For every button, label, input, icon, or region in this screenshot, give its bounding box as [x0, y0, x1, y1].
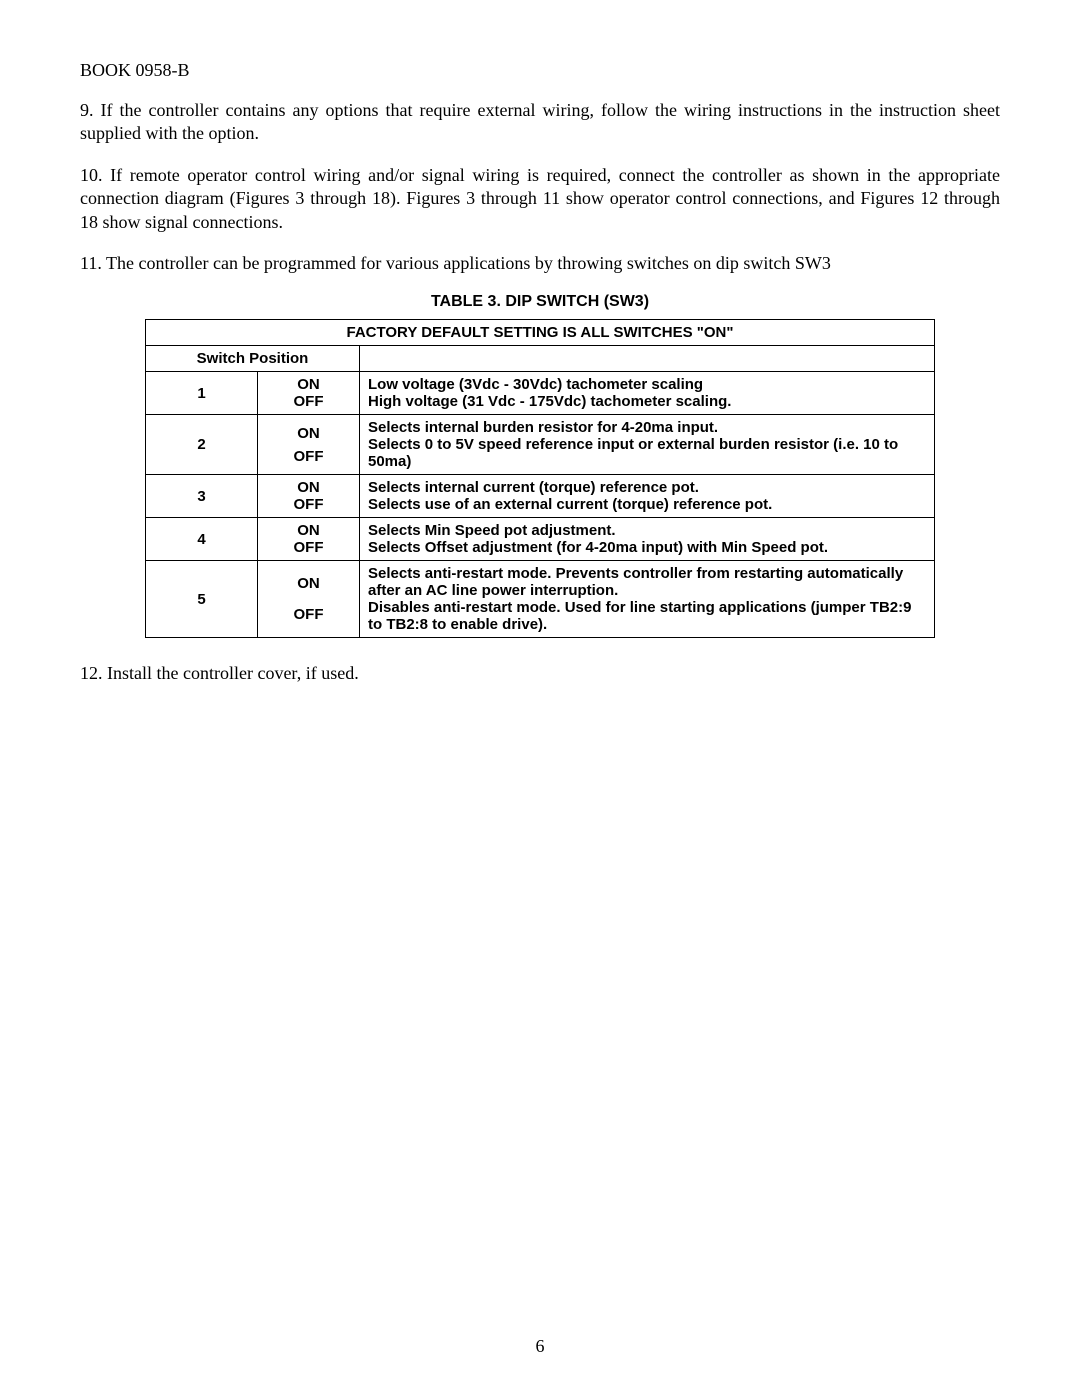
switch-desc-col: Low voltage (3Vdc - 30Vdc) tachometer sc… — [360, 372, 935, 415]
off-desc: Selects Offset adjustment (for 4-20ma in… — [368, 539, 926, 556]
paragraph-10: 10. If remote operator control wiring an… — [80, 164, 1000, 234]
off-label: OFF — [266, 393, 351, 410]
on-desc: Selects anti-restart mode. Prevents cont… — [368, 565, 926, 599]
switch-position-header: Switch Position — [146, 346, 360, 372]
off-desc: Selects 0 to 5V speed reference input or… — [368, 436, 926, 470]
factory-default-row: FACTORY DEFAULT SETTING IS ALL SWITCHES … — [146, 320, 935, 346]
on-label: ON — [266, 522, 351, 539]
switch-number: 3 — [146, 475, 258, 518]
switch-number: 4 — [146, 518, 258, 561]
off-desc: Selects use of an external current (torq… — [368, 496, 926, 513]
table-row: 4 ON OFF Selects Min Speed pot adjustmen… — [146, 518, 935, 561]
empty-header-cell — [360, 346, 935, 372]
switch-state-col: ON OFF — [258, 415, 360, 475]
switch-state-col: ON OFF — [258, 372, 360, 415]
switch-number: 5 — [146, 561, 258, 638]
table-row: 5 ON OFF Selects anti-restart mode. Prev… — [146, 561, 935, 638]
paragraph-11: 11. The controller can be programmed for… — [80, 252, 1000, 275]
off-label: OFF — [266, 448, 351, 465]
switch-state-col: ON OFF — [258, 475, 360, 518]
on-desc: Low voltage (3Vdc - 30Vdc) tachometer sc… — [368, 376, 926, 393]
switch-desc-col: Selects anti-restart mode. Prevents cont… — [360, 561, 935, 638]
page-number: 6 — [0, 1336, 1080, 1357]
on-label: ON — [266, 575, 351, 606]
off-label: OFF — [266, 539, 351, 556]
on-label: ON — [266, 376, 351, 393]
switch-number: 1 — [146, 372, 258, 415]
switch-state-col: ON OFF — [258, 518, 360, 561]
table-row: 3 ON OFF Selects internal current (torqu… — [146, 475, 935, 518]
switch-state-col: ON OFF — [258, 561, 360, 638]
on-label: ON — [266, 425, 351, 448]
book-header: BOOK 0958-B — [80, 60, 1000, 81]
switch-desc-col: Selects internal current (torque) refere… — [360, 475, 935, 518]
on-desc: Selects internal current (torque) refere… — [368, 479, 926, 496]
table-row: 2 ON OFF Selects internal burden resisto… — [146, 415, 935, 475]
dip-switch-table: FACTORY DEFAULT SETTING IS ALL SWITCHES … — [145, 319, 935, 638]
on-desc: Selects Min Speed pot adjustment. — [368, 522, 926, 539]
off-label: OFF — [266, 496, 351, 513]
on-desc: Selects internal burden resistor for 4-2… — [368, 419, 926, 436]
switch-desc-col: Selects Min Speed pot adjustment. Select… — [360, 518, 935, 561]
paragraph-12: 12. Install the controller cover, if use… — [80, 662, 1000, 685]
off-label: OFF — [266, 606, 351, 623]
switch-desc-col: Selects internal burden resistor for 4-2… — [360, 415, 935, 475]
table-row: 1 ON OFF Low voltage (3Vdc - 30Vdc) tach… — [146, 372, 935, 415]
off-desc: Disables anti-restart mode. Used for lin… — [368, 599, 926, 633]
off-desc: High voltage (31 Vdc - 175Vdc) tachomete… — [368, 393, 926, 410]
switch-number: 2 — [146, 415, 258, 475]
on-label: ON — [266, 479, 351, 496]
table-title: TABLE 3. DIP SWITCH (SW3) — [80, 293, 1000, 311]
paragraph-9: 9. If the controller contains any option… — [80, 99, 1000, 146]
